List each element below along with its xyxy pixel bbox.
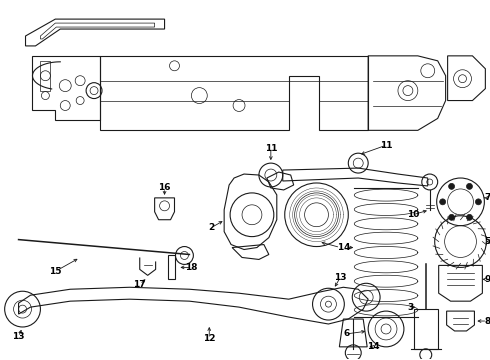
Text: 10: 10 [407, 210, 419, 219]
Text: 12: 12 [203, 334, 216, 343]
Circle shape [449, 183, 455, 189]
Text: 2: 2 [208, 223, 214, 232]
Text: 9: 9 [484, 275, 490, 284]
Text: 11: 11 [380, 141, 392, 150]
Text: 5: 5 [484, 237, 490, 246]
Circle shape [466, 183, 472, 189]
Text: 11: 11 [265, 144, 277, 153]
Text: 7: 7 [484, 193, 490, 202]
Text: 13: 13 [334, 273, 346, 282]
Text: 15: 15 [49, 267, 62, 276]
Circle shape [440, 199, 445, 205]
Text: 13: 13 [12, 332, 25, 341]
Circle shape [449, 214, 455, 220]
Text: 8: 8 [484, 316, 490, 325]
Text: 4: 4 [343, 243, 349, 252]
Text: 1: 1 [337, 243, 343, 252]
Text: 16: 16 [158, 184, 171, 193]
Circle shape [466, 214, 472, 220]
Text: 17: 17 [133, 280, 146, 289]
Text: 14: 14 [367, 342, 379, 351]
Text: 18: 18 [185, 263, 197, 272]
Text: 3: 3 [408, 303, 414, 312]
Text: 6: 6 [343, 329, 349, 338]
Circle shape [475, 199, 481, 205]
